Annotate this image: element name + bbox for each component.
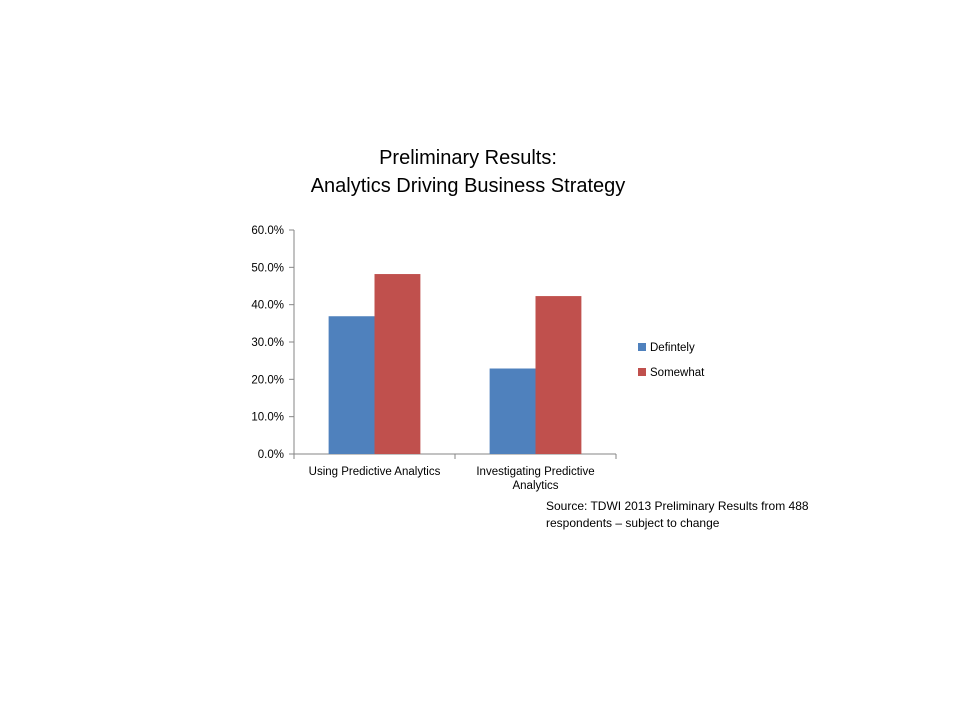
source-note: Source: TDWI 2013 Preliminary Results fr… [546, 498, 866, 532]
bar-defintely-1 [328, 316, 375, 454]
chart-legend: Defintely Somewhat [638, 342, 705, 379]
legend-swatch-defintely [638, 343, 646, 351]
bar-somewhat-2 [535, 296, 582, 454]
chart-title: Preliminary Results: Analytics Driving B… [268, 144, 668, 200]
chart-labels: 0.0% 10.0% 20.0% 30.0% 40.0% 50.0% 60.0% Using … [251, 225, 594, 492]
chart-title-line-2: Analytics Driving Business Strategy [310, 175, 626, 197]
x-category-label: Investigating Predictive [476, 466, 594, 478]
legend-label-defintely: Defintely [650, 342, 695, 354]
y-tick-label: 10.0% [251, 412, 284, 424]
y-tick-label: 50.0% [251, 262, 284, 274]
y-tick-label: 30.0% [251, 337, 284, 349]
source-line-2: respondents – subject to change [546, 516, 720, 530]
bar-somewhat-1 [374, 274, 421, 454]
y-tick-label: 60.0% [251, 225, 284, 237]
legend-swatch-somewhat [638, 368, 646, 376]
x-category-label: Using Predictive Analytics [309, 466, 441, 478]
legend-label-somewhat: Somewhat [650, 367, 705, 379]
chart-bars [328, 274, 582, 454]
y-tick-label: 0.0% [258, 449, 284, 461]
y-tick-label: 20.0% [251, 374, 284, 386]
x-category-label: Analytics [512, 480, 558, 492]
chart-title-line-1: Preliminary Results: [379, 147, 557, 169]
source-line-1: Source: TDWI 2013 Preliminary Results fr… [546, 499, 809, 513]
y-tick-label: 40.0% [251, 300, 284, 312]
bar-defintely-2 [489, 368, 536, 454]
